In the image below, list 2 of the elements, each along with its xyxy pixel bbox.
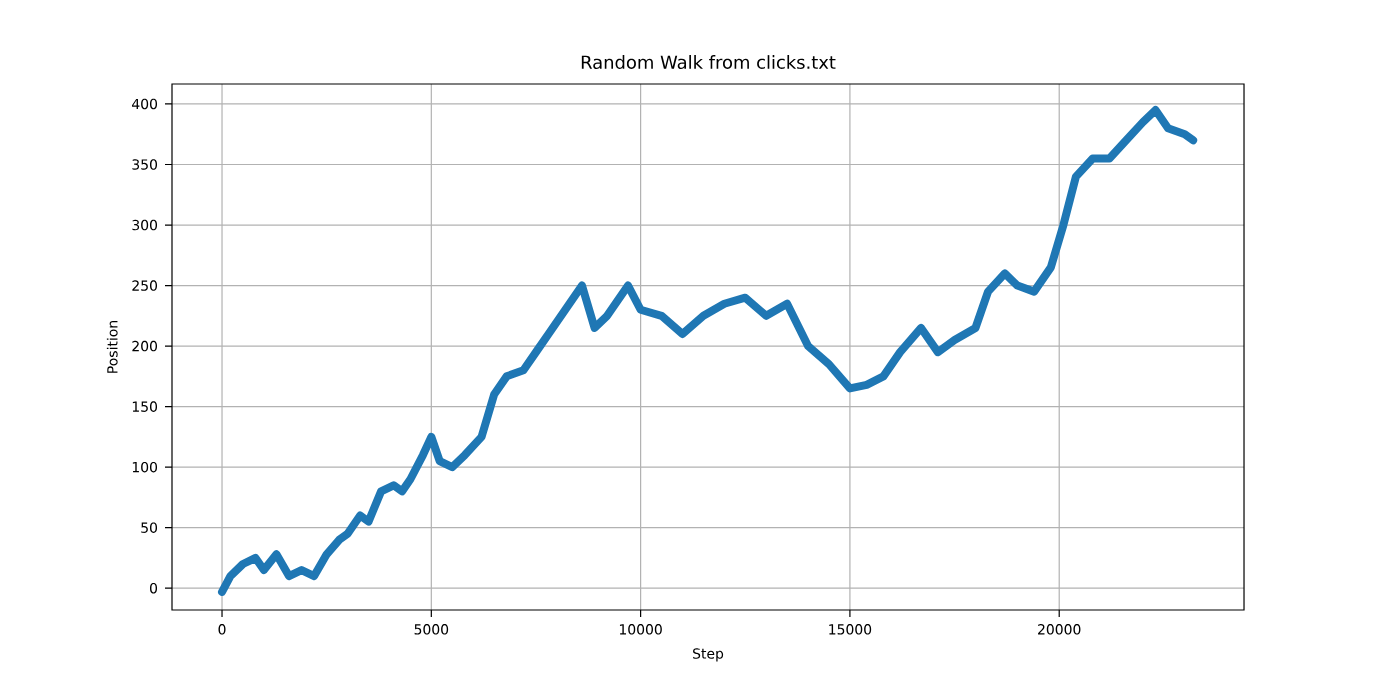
line-series (218, 106, 1198, 596)
chart-title: Random Walk from clicks.txt (581, 55, 836, 69)
